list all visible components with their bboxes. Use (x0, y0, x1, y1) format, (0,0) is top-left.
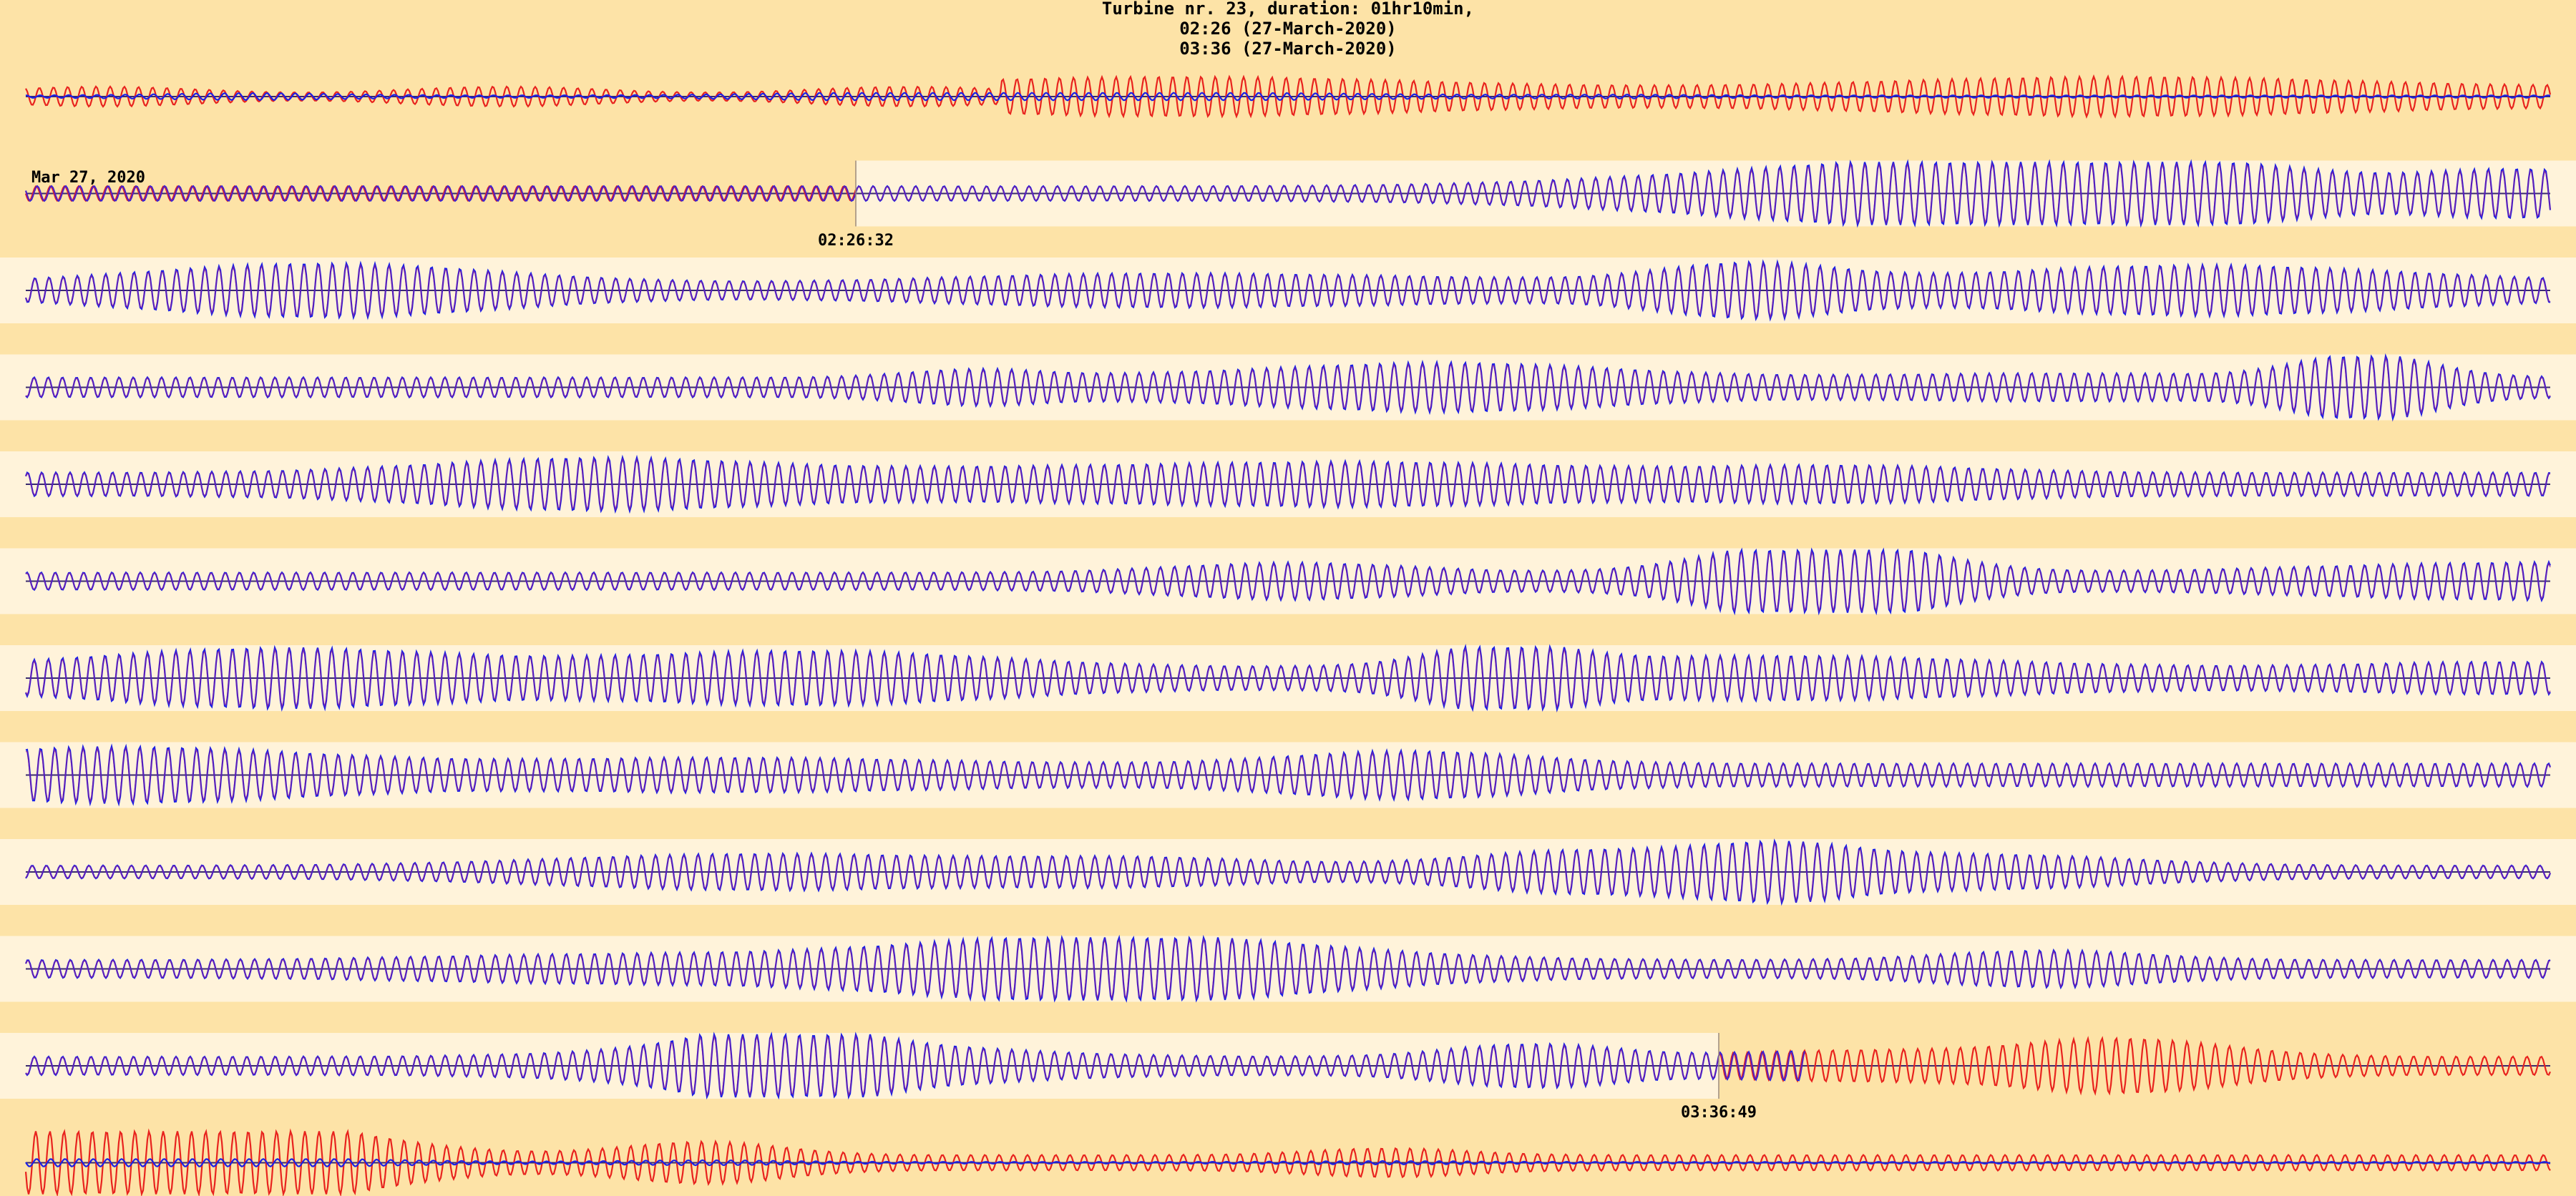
date-label: Mar 27, 2020 (31, 169, 145, 187)
time-markers (855, 160, 1719, 1099)
red-overlay-trace (25, 937, 2551, 1001)
red-trace (24, 1128, 2551, 1196)
red-overlay-trace (25, 746, 2551, 804)
chart-title-line-3: 03:36 (27-March-2020) (1179, 39, 1396, 59)
blue-trace (25, 92, 2551, 102)
traces (24, 74, 2552, 1196)
start-time-label: 02:26:32 (818, 232, 894, 250)
red-trace (1718, 1036, 2551, 1096)
chart-title-line-2: 02:26 (27-March-2020) (1179, 19, 1396, 39)
red-overlay-trace (25, 549, 2551, 613)
red-overlay-trace (25, 261, 2551, 319)
end-time-label: 03:36:49 (1681, 1104, 1757, 1122)
red-overlay-trace (25, 162, 2551, 225)
red-overlay-trace (25, 1034, 1805, 1097)
red-overlay-trace (25, 457, 2551, 511)
chart-title-line-1: Turbine nr. 23, duration: 01hr10min, (1102, 0, 1474, 19)
red-overlay-trace (25, 356, 2551, 418)
red-overlay-trace (25, 840, 2551, 903)
blue-trace (25, 1157, 2551, 1168)
red-overlay-trace (25, 647, 2551, 710)
